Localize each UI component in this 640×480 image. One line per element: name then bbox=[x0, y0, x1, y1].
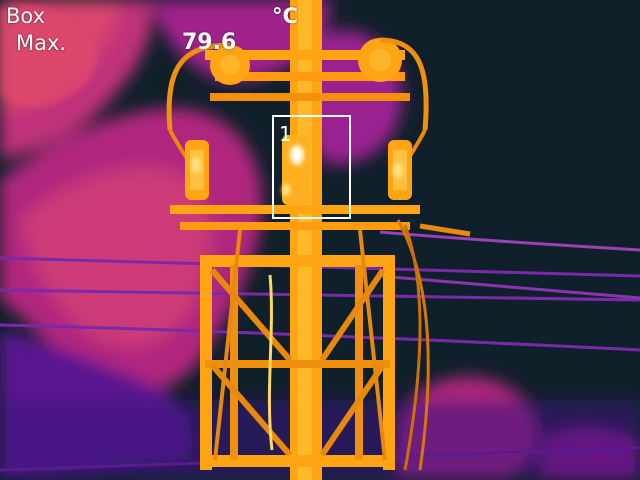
box-label: Box bbox=[6, 4, 46, 28]
transformer-tower bbox=[166, 0, 471, 480]
max-label: Max. bbox=[16, 31, 67, 55]
measurement-box[interactable]: 1 bbox=[272, 115, 351, 219]
measurement-box-number: 1 bbox=[279, 122, 292, 146]
max-temperature-value: 79.6 bbox=[182, 30, 237, 55]
temperature-unit: °C bbox=[272, 4, 298, 28]
